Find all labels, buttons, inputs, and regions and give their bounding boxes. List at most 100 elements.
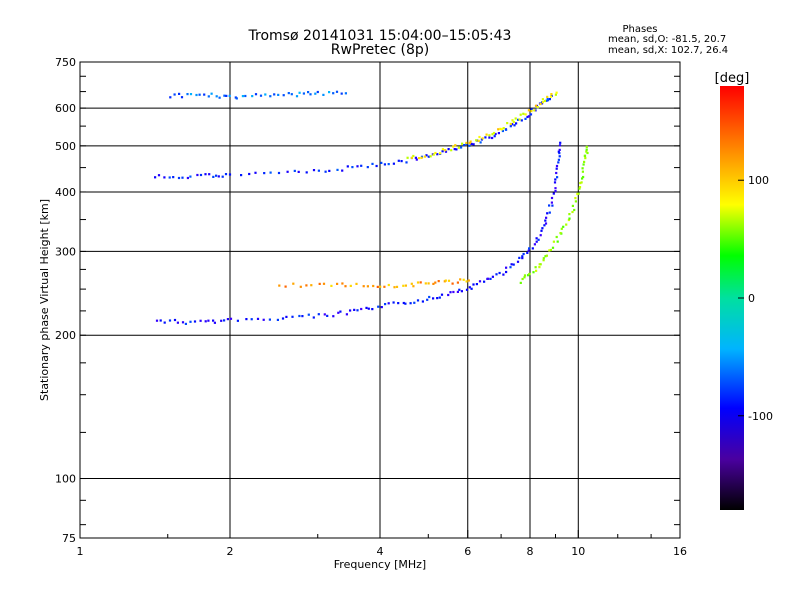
data-point [505,266,508,269]
data-point [371,162,374,165]
data-point [548,249,551,252]
data-point [298,91,301,94]
data-point [298,314,301,318]
data-point [457,146,460,149]
data-point [514,117,517,120]
data-point [436,297,439,300]
data-point [402,301,405,305]
data-point [176,321,179,324]
data-point [488,134,491,137]
data-point [535,269,538,272]
data-point [301,315,304,318]
data-point [502,127,505,130]
data-point [560,227,563,230]
data-point [380,161,383,164]
data-point [199,173,203,177]
data-point [509,266,512,269]
data-point [264,93,267,96]
data-point [305,284,308,287]
data-point [501,129,504,133]
data-point [189,93,193,96]
data-point [444,279,447,282]
data-point [441,150,444,153]
data-point [317,169,320,172]
data-point [438,296,441,299]
phases-o-mode: mean, sd,O: -81.5, 20.7 [608,34,726,45]
data-point [277,93,280,96]
data-point [465,280,468,283]
data-point [339,310,342,313]
data-point [548,98,551,101]
data-point [262,318,265,321]
data-point [517,118,520,121]
data-point [349,309,352,312]
data-point [472,143,475,146]
data-point [278,284,281,287]
data-point [584,157,587,160]
data-point [189,175,192,178]
y-tick-label: 600 [55,102,76,115]
data-point [434,151,437,155]
data-point [404,302,407,305]
y-tick-label: 300 [55,245,76,258]
data-point [186,176,189,180]
data-point [436,153,439,156]
data-point [376,285,379,288]
data-point [173,318,177,322]
data-point [365,306,368,309]
data-point [550,201,553,204]
data-point [527,115,530,118]
data-point [215,95,218,98]
data-point [444,149,447,152]
data-point [416,299,420,302]
data-point [558,148,561,151]
data-point [458,288,461,291]
data-point [491,133,494,136]
data-point [424,282,427,285]
data-point [540,229,543,232]
data-point [460,290,463,293]
data-point [207,319,210,322]
data-point [465,288,469,291]
data-point [551,246,555,249]
data-point [203,93,206,96]
data-point [400,160,403,163]
data-point [562,225,565,228]
data-point [470,287,473,290]
data-point [546,212,549,215]
data-point [429,155,432,158]
data-point [565,223,568,226]
data-point [521,277,524,281]
x-tick-label: 8 [527,545,534,558]
data-point [522,112,525,115]
data-point [545,99,548,102]
data-point [310,284,313,287]
data-point [406,156,409,159]
data-point [439,152,442,155]
data-point [585,150,588,153]
x-tick-label: 2 [227,545,234,558]
data-point [341,169,344,172]
data-point [539,234,542,237]
data-point [307,313,310,316]
data-point [204,173,207,176]
data-point [534,109,537,112]
data-point [410,282,413,285]
data-point [178,92,181,95]
data-point [254,171,257,174]
data-point [567,218,570,222]
data-point [468,144,471,147]
data-point [420,156,423,159]
data-point [538,266,541,269]
y-tick-label: 100 [55,473,76,486]
data-point [530,109,533,113]
data-point [324,170,327,173]
data-point [362,285,365,288]
data-point [287,92,290,95]
data-point [554,190,557,193]
data-point [552,240,555,243]
data-point [540,102,544,105]
data-point [456,290,459,293]
data-point [427,155,430,158]
